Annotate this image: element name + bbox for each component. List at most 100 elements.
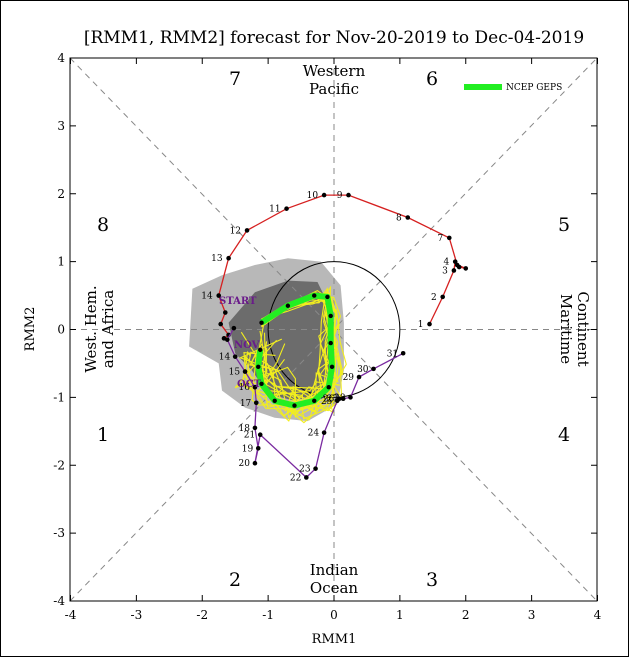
day-track-label: 23: [299, 465, 311, 475]
day-track-point: [232, 354, 238, 359]
day-track-label: 30: [357, 365, 369, 375]
day-track-point: [224, 337, 230, 342]
day-track-point: [257, 432, 263, 438]
yaxis-tick-label: 3: [57, 119, 65, 133]
ensemble-mean-point: [292, 403, 297, 408]
observed-day-label: 14: [201, 292, 213, 302]
observed-point: [427, 321, 432, 327]
ensemble-mean-point: [326, 384, 331, 390]
observed-day-label: 10: [307, 191, 319, 201]
observed-day-label: 9: [337, 191, 343, 201]
day-track-label: 24: [308, 429, 320, 439]
day-track-label: 26: [323, 395, 335, 405]
day-track-point: [255, 445, 261, 451]
observed-day-label: 7: [438, 234, 444, 244]
xaxis-tick-label: -4: [65, 608, 77, 622]
phase-2-label: 2: [229, 569, 241, 591]
xaxis-tick-label: -3: [131, 608, 143, 622]
day-track-label: 20: [238, 459, 250, 469]
region-left-line1: West. Hem.: [82, 285, 100, 372]
ensemble-mean-point: [272, 398, 277, 403]
observed-point: [346, 192, 351, 198]
day-track-label: 21: [244, 431, 255, 441]
ensemble-mean-point: [329, 364, 335, 370]
day-track-label: 29: [343, 373, 355, 383]
plot-layer: 1234789101112131414151617181920212223242…: [69, 57, 598, 602]
observed-day-label: 2: [431, 293, 437, 303]
observed-point: [244, 228, 250, 233]
day-track-label: 31: [387, 349, 398, 359]
day-track-label: 25: [321, 397, 333, 407]
xaxis-tick-label: 0: [330, 608, 338, 622]
yaxis-tick-label: 4: [57, 51, 65, 65]
phase-1-label: 1: [97, 424, 109, 446]
day-track-point: [252, 425, 258, 431]
xaxis-tick-label: 3: [528, 608, 536, 622]
ensemble-mean-point: [312, 293, 317, 298]
day-track-label: 15: [229, 368, 241, 378]
day-track-label: 19: [242, 444, 254, 454]
nov-marker-label: NOV: [234, 340, 260, 351]
phase-4-label: 4: [558, 424, 570, 446]
observed-point: [223, 310, 228, 315]
day-track-point: [400, 350, 406, 356]
day-track-label: 22: [290, 473, 301, 483]
start-marker-label: START: [219, 296, 257, 307]
xaxis-tick-label: -1: [262, 608, 274, 622]
observed-point: [463, 266, 469, 271]
phase-labels: 1 2 3 4 5 6 7 8: [97, 68, 570, 591]
observed-point: [440, 294, 445, 300]
observed-day-label: 4: [443, 258, 449, 268]
yaxis-tick-label: 1: [57, 255, 65, 269]
yaxis-tick-label: 2: [57, 187, 65, 201]
day-track-point: [253, 400, 259, 406]
ensemble-mean-point: [285, 303, 291, 308]
observed-point: [218, 321, 223, 327]
observed-point: [405, 215, 411, 220]
xaxis-tick-label: 4: [594, 608, 602, 622]
yaxis-tick-label: -3: [53, 526, 65, 540]
xaxis-tick-label: 2: [462, 608, 470, 622]
ensemble-mean-point: [328, 313, 333, 319]
yaxis-tick-label: -4: [53, 594, 65, 608]
phase-5-label: 5: [558, 214, 570, 236]
ensemble-mean-point: [325, 294, 330, 300]
ensemble-mean-point: [259, 320, 264, 325]
observed-point: [452, 259, 458, 264]
uncertainty-inner-cone: [228, 280, 331, 401]
observed-day-label: 11: [269, 205, 280, 215]
day-track-point: [252, 460, 258, 466]
region-bottom-line1: Indian: [310, 561, 359, 579]
legend-swatch: [464, 84, 502, 90]
region-top-line1: Western: [303, 62, 366, 80]
yaxis-label: RMM2: [23, 307, 38, 352]
day-track-point: [348, 395, 353, 400]
day-track-point: [340, 396, 346, 402]
day-track-point: [252, 384, 258, 390]
day-track-label: 27: [327, 395, 339, 405]
day-track-point: [242, 369, 248, 374]
observed-point: [284, 206, 289, 211]
region-right-line2: Continent: [574, 291, 592, 366]
observed-point: [226, 255, 231, 261]
xaxis-tick-label: -2: [196, 608, 208, 622]
chart-title: [RMM1, RMM2] forecast for Nov-20-2019 to…: [84, 28, 584, 48]
yaxis-tick-label: -2: [53, 458, 65, 472]
day-track-label: 17: [240, 399, 252, 409]
observed-point: [454, 262, 460, 268]
ensemble-mean-point: [259, 381, 264, 386]
day-track-point: [304, 475, 309, 480]
unit-amplitude-circle: [267, 261, 401, 398]
ensemble-mean-point: [256, 364, 261, 370]
phase-6-label: 6: [426, 68, 438, 90]
day-track-label: 28: [334, 393, 346, 403]
xaxis-tick-label: 1: [396, 608, 404, 622]
ensemble-mean-point: [312, 398, 317, 403]
day-track-point: [321, 430, 327, 435]
day-track-label: 18: [238, 424, 250, 434]
region-left-line2: and Africa: [99, 290, 117, 368]
region-bottom-line2: Ocean: [310, 579, 359, 597]
legend: NCEP GEPS: [464, 83, 562, 93]
